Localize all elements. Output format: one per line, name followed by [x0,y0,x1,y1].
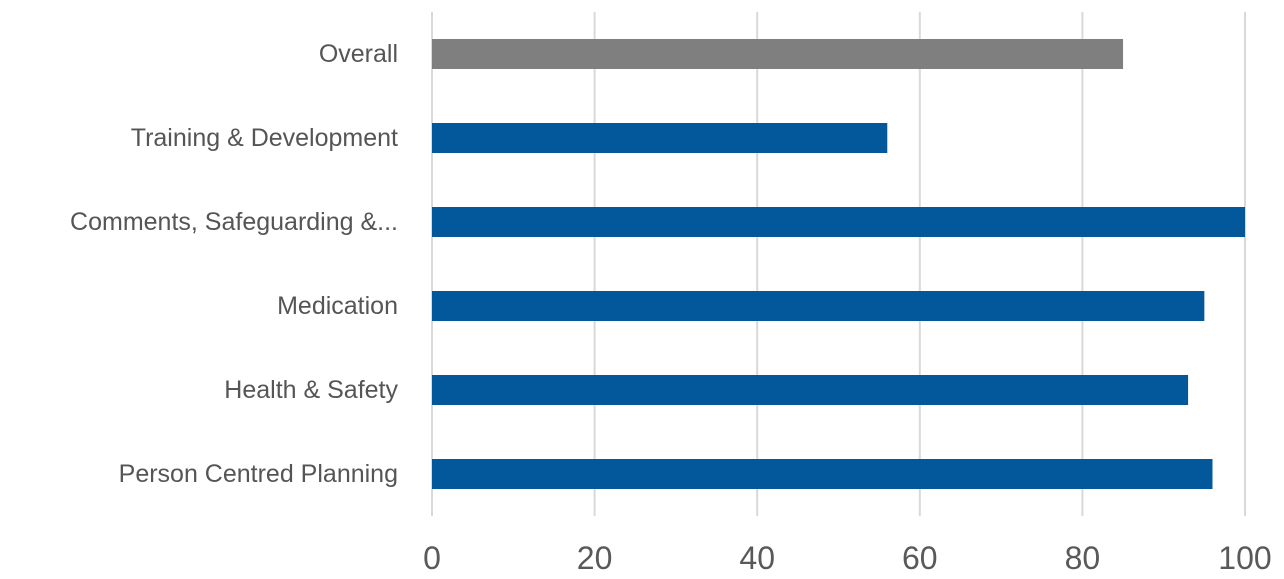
gridlines [431,12,1246,516]
category-label: Person Centred Planning [119,460,398,488]
category-label: Overall [319,40,398,68]
bar [432,207,1245,237]
x-tick-label: 80 [1065,540,1101,576]
category-labels: Overall Training & Development Comments, S… [70,40,398,488]
x-axis-tick-labels: 0 20 40 60 80 100 [423,540,1272,576]
bar [432,123,888,153]
x-tick-label: 40 [739,540,775,576]
bar [432,39,1124,69]
bar [432,291,1205,321]
bar [432,375,1189,405]
bars [432,39,1245,489]
x-tick-label: 100 [1218,540,1271,576]
x-tick-label: 0 [423,540,441,576]
x-tick-label: 20 [577,540,613,576]
category-label: Health & Safety [224,376,398,404]
category-label: Medication [277,292,398,320]
x-tick-label: 60 [902,540,938,576]
category-label: Training & Development [131,124,398,152]
category-label: Comments, Safeguarding &... [70,208,398,236]
bar [432,459,1213,489]
